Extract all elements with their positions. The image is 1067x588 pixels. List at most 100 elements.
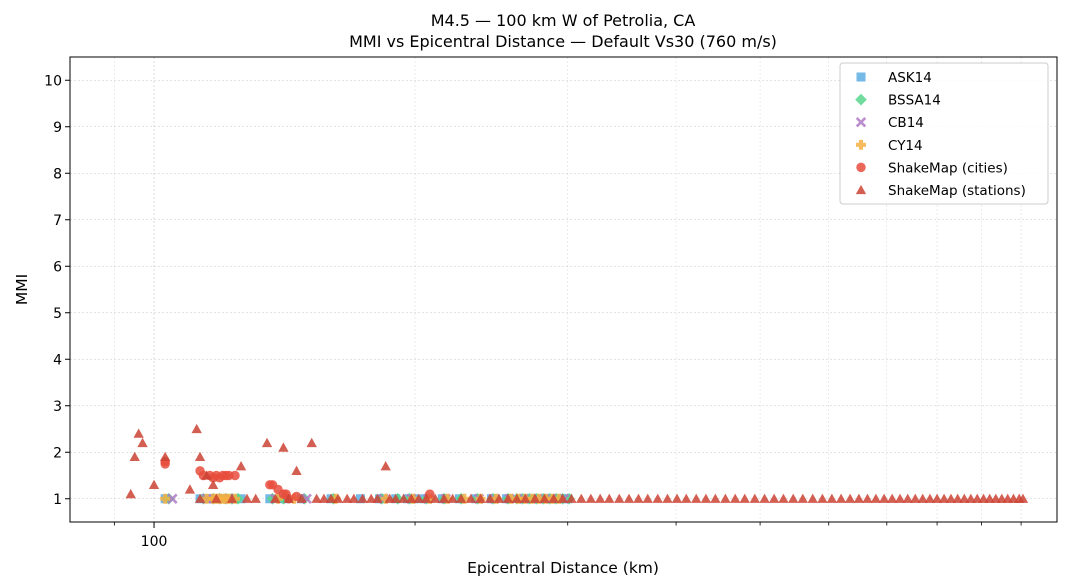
point-shakemap-stations (133, 428, 144, 438)
point-shakemap-stations (730, 493, 741, 503)
point-shakemap-stations (250, 493, 261, 503)
point-shakemap-stations (137, 437, 148, 448)
point-shakemap-stations (201, 470, 212, 480)
point-shakemap-stations (853, 493, 865, 503)
point-shakemap-stations (931, 493, 943, 503)
point-shakemap-stations (633, 493, 644, 503)
point-shakemap-stations (191, 423, 202, 434)
point-shakemap-stations (700, 493, 712, 503)
legend-marker-cb14 (855, 117, 867, 128)
point-shakemap-stations (502, 493, 514, 503)
point-shakemap-stations (455, 493, 467, 503)
point-shakemap-stations (778, 493, 789, 503)
point-shakemap-stations (306, 437, 317, 448)
point-shakemap-stations (278, 442, 289, 452)
legend-label-shakemap-stations: ShakeMap (stations) (888, 183, 1026, 199)
chart-title: M4.5 — 100 km W of Petrolia, CA (431, 11, 696, 30)
legend: ASK14 BSSA14 CB14 CY14 ShakeMap (cities) Shak… (839, 62, 1049, 205)
point-shakemap-stations (1017, 493, 1029, 503)
point-shakemap-stations (430, 493, 441, 503)
point-shakemap-stations (720, 493, 731, 503)
point-shakemap-stations (595, 493, 606, 503)
data-points (125, 423, 1029, 505)
legend-marker-bssa14 (855, 93, 867, 106)
point-shakemap-stations (886, 493, 898, 503)
point-shakemap-stations (241, 493, 253, 503)
point-shakemap-stations (184, 484, 196, 494)
point-shakemap-stations (959, 493, 970, 503)
point-shakemap-stations (662, 493, 673, 503)
point-shakemap-stations (671, 493, 683, 503)
point-shakemap-stations (710, 493, 721, 503)
point-shakemap-stations (475, 493, 486, 503)
point-cy14 (380, 493, 391, 504)
point-shakemap-stations (390, 493, 401, 503)
point-shakemap-stations (945, 493, 957, 503)
point-shakemap-stations (261, 437, 273, 448)
point-cy14 (505, 493, 516, 504)
point-shakemap-stations (807, 493, 818, 503)
point-shakemap-stations (739, 493, 750, 503)
legend-marker-shakemap-cities (856, 162, 866, 173)
point-shakemap-stations (484, 493, 496, 503)
point-shakemap-stations (652, 493, 663, 503)
point-shakemap-stations (529, 493, 541, 503)
plot-frame (69, 56, 1058, 523)
chart-subtitle: MMI vs Epicentral Distance — Default Vs3… (349, 32, 777, 51)
point-shakemap-stations (125, 488, 136, 499)
point-shakemap-stations (421, 493, 432, 503)
point-shakemap-stations (835, 493, 847, 503)
point-shakemap-stations (235, 461, 247, 471)
y-tick-label: 8 (53, 166, 62, 182)
legend-label-ask14: ASK14 (888, 70, 932, 86)
legend-label-bssa14: BSSA14 (888, 93, 941, 109)
point-shakemap-stations (291, 465, 302, 475)
x-tick-label: 100 (141, 534, 168, 550)
point-shakemap-stations (585, 493, 597, 503)
point-shakemap-stations (398, 493, 409, 503)
point-shakemap-stations (372, 493, 383, 503)
y-tick-label: 10 (44, 73, 62, 89)
y-tick-label: 1 (53, 492, 62, 508)
point-shakemap-stations (465, 493, 477, 503)
point-shakemap-stations (952, 493, 963, 503)
x-axis-label: Epicentral Distance (km) (467, 559, 659, 577)
point-shakemap-stations (642, 493, 653, 503)
point-shakemap-stations (296, 493, 307, 503)
point-shakemap-stations (844, 493, 856, 503)
point-shakemap-stations (493, 493, 505, 503)
point-shakemap-stations (788, 493, 799, 503)
point-shakemap-stations (159, 451, 171, 462)
point-shakemap-stations (226, 493, 238, 503)
point-shakemap-stations (341, 493, 353, 503)
legend-box (839, 62, 1049, 205)
point-shakemap-stations (357, 493, 368, 503)
point-cy14 (553, 493, 564, 504)
point-shakemap-stations (325, 493, 337, 503)
point-cy14 (442, 493, 453, 504)
point-shakemap-cities (230, 470, 240, 481)
point-shakemap-stations (211, 493, 222, 503)
point-shakemap-stations (797, 493, 808, 503)
point-cy14 (201, 493, 212, 504)
point-shakemap-stations (332, 493, 344, 503)
point-shakemap-stations (207, 479, 219, 489)
point-cy14 (534, 493, 545, 504)
point-shakemap-stations (283, 493, 294, 503)
point-shakemap-stations (520, 493, 531, 503)
point-shakemap-stations (511, 493, 522, 503)
point-shakemap-stations (413, 493, 424, 503)
legend-label-cy14: CY14 (888, 138, 923, 154)
point-shakemap-stations (438, 493, 450, 503)
point-shakemap-stations (614, 493, 625, 503)
point-shakemap-stations (862, 493, 873, 503)
legend-label-cb14: CB14 (888, 115, 924, 131)
point-shakemap-stations (311, 493, 322, 503)
point-cy14 (491, 493, 502, 504)
point-shakemap-stations (129, 451, 140, 462)
point-shakemap-stations (447, 493, 458, 503)
y-tick-label: 7 (53, 213, 62, 229)
point-shakemap-stations (270, 493, 281, 503)
y-tick-label: 2 (53, 445, 62, 461)
